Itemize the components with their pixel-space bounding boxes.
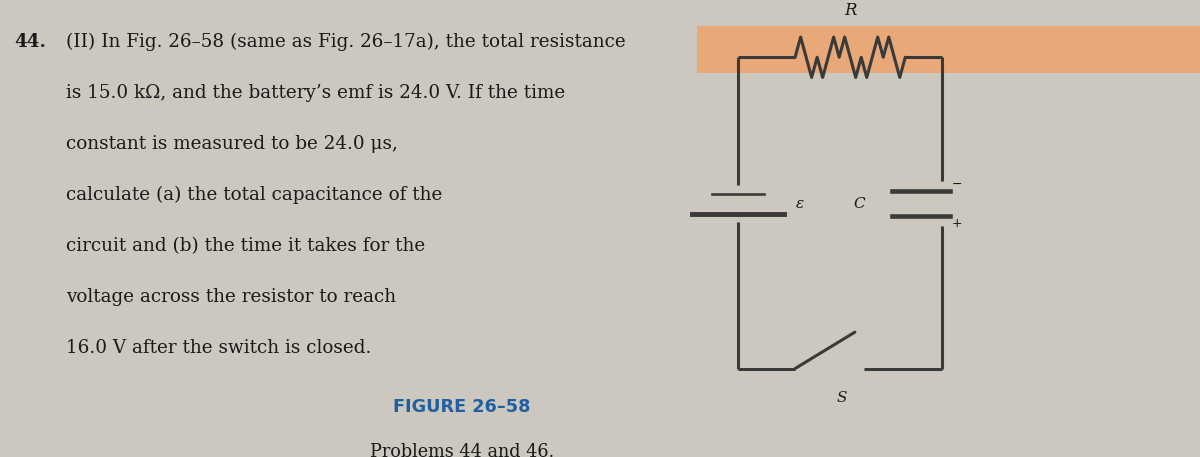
Text: ε: ε (796, 197, 804, 211)
Text: +: + (952, 217, 962, 229)
Text: constant is measured to be 24.0 μs,: constant is measured to be 24.0 μs, (66, 135, 398, 153)
Text: 16.0 V after the switch is closed.: 16.0 V after the switch is closed. (66, 339, 371, 356)
Text: Problems 44 and 46.: Problems 44 and 46. (370, 443, 554, 457)
Text: −: − (952, 177, 962, 191)
Text: calculate (a) the total capacitance of the: calculate (a) the total capacitance of t… (66, 186, 443, 204)
Text: 44.: 44. (14, 33, 47, 51)
Text: (II) In Fig. 26–58 (same as Fig. 26–17a), the total resistance: (II) In Fig. 26–58 (same as Fig. 26–17a)… (66, 33, 625, 51)
FancyBboxPatch shape (697, 26, 1200, 73)
Text: S: S (836, 391, 847, 405)
Text: R: R (844, 2, 857, 19)
Text: FIGURE 26–58: FIGURE 26–58 (394, 398, 530, 415)
Text: C: C (853, 197, 865, 211)
Text: voltage across the resistor to reach: voltage across the resistor to reach (66, 287, 396, 306)
Text: circuit and (b) the time it takes for the: circuit and (b) the time it takes for th… (66, 237, 425, 255)
Text: is 15.0 kΩ, and the battery’s emf is 24.0 V. If the time: is 15.0 kΩ, and the battery’s emf is 24.… (66, 84, 565, 102)
